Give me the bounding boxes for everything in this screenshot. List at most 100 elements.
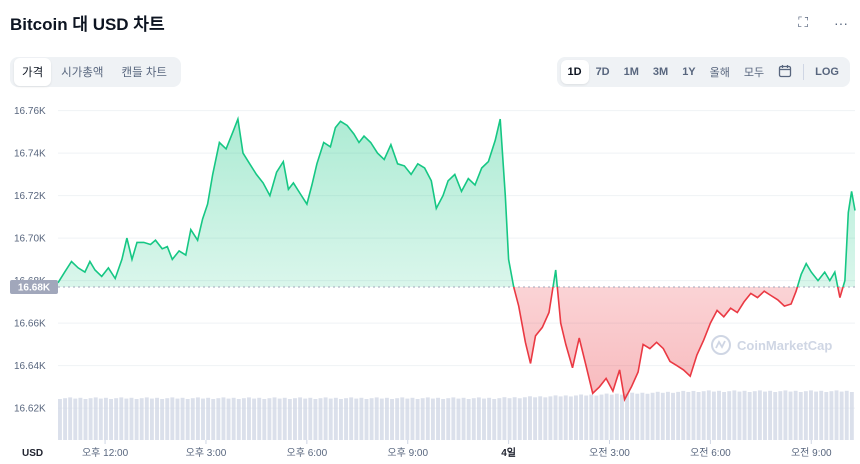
x-tick-label: 오전 6:00 bbox=[690, 447, 731, 459]
range-1d-button[interactable]: 1D bbox=[560, 60, 589, 84]
volume-bar bbox=[344, 398, 349, 440]
volume-bar bbox=[574, 395, 578, 440]
volume-bar bbox=[533, 397, 538, 440]
volume-bar bbox=[103, 397, 108, 440]
y-axis: 16.62K16.64K16.66K16.68K16.70K16.72K16.7… bbox=[14, 106, 46, 415]
volume-bar bbox=[701, 391, 706, 440]
volume-bar bbox=[553, 395, 558, 440]
volume-bar bbox=[231, 397, 236, 440]
volume-bar bbox=[604, 393, 609, 440]
coinmarketcap-logo-icon bbox=[711, 335, 731, 355]
page-title: Bitcoin 대 USD 차트 bbox=[10, 15, 165, 34]
volume-bar bbox=[425, 397, 430, 440]
baseline-tag: 16.68K bbox=[10, 280, 58, 294]
currency-label: USD bbox=[22, 448, 43, 459]
volume-bar bbox=[267, 398, 272, 440]
volume-bar bbox=[783, 390, 788, 440]
range-1m-button[interactable]: 1M bbox=[623, 66, 639, 78]
volume-bar bbox=[742, 390, 747, 440]
volume-bar bbox=[415, 399, 420, 440]
volume-bar bbox=[752, 391, 757, 440]
volume-bar bbox=[589, 394, 594, 440]
volume-bar bbox=[410, 397, 415, 440]
volume-bar bbox=[379, 398, 384, 440]
volume-bar bbox=[63, 398, 68, 440]
range-3m-button[interactable]: 3M bbox=[652, 66, 669, 78]
range-7d-button[interactable]: 7D bbox=[595, 66, 610, 78]
volume-bar bbox=[88, 398, 93, 440]
volume-bar bbox=[558, 396, 563, 440]
y-tick-label: 16.70K bbox=[14, 234, 46, 245]
volume-bar bbox=[757, 390, 762, 440]
volume-bar bbox=[732, 390, 737, 440]
volume-bar bbox=[686, 391, 691, 440]
volume-bar bbox=[170, 397, 175, 440]
range-selector: 1D 7D 1M 3M 1Y 올해 모두 LOG bbox=[556, 57, 850, 87]
y-tick-label: 16.64K bbox=[14, 361, 46, 372]
volume-bar bbox=[456, 398, 461, 440]
volume-bar bbox=[160, 399, 165, 440]
volume-bar bbox=[788, 391, 793, 440]
range-1y-button[interactable]: 1Y bbox=[682, 66, 696, 78]
volume-bar bbox=[430, 398, 435, 440]
volume-bar bbox=[844, 390, 849, 440]
volume-bar bbox=[599, 394, 604, 440]
volume-bar bbox=[809, 390, 813, 440]
calendar-icon[interactable] bbox=[771, 60, 799, 85]
volume-bar bbox=[287, 399, 292, 440]
volume-bar bbox=[390, 399, 394, 440]
volume-bar bbox=[727, 391, 732, 440]
volume-bar bbox=[293, 398, 297, 440]
volume-bar bbox=[185, 399, 190, 440]
volume-bar bbox=[512, 397, 517, 440]
volume-bar bbox=[717, 390, 721, 440]
log-scale-button[interactable]: LOG bbox=[815, 66, 839, 78]
volume-bar bbox=[803, 391, 808, 440]
range-ytd-button[interactable]: 올해 bbox=[709, 67, 730, 79]
fullscreen-icon[interactable]: ⛶ bbox=[798, 14, 808, 30]
volume-bar bbox=[139, 398, 144, 440]
volume-bar bbox=[149, 398, 154, 440]
volume-bar bbox=[175, 398, 180, 440]
volume-bar bbox=[155, 397, 159, 440]
volume-bar bbox=[109, 399, 113, 440]
volume-bar bbox=[476, 397, 481, 440]
volume-bar bbox=[129, 397, 134, 440]
volume-bar bbox=[829, 391, 834, 440]
volume-bar bbox=[441, 399, 446, 440]
tab-price[interactable]: 가격 bbox=[14, 58, 52, 86]
volume-bar bbox=[507, 398, 512, 440]
volume-bar bbox=[313, 399, 318, 440]
volume-bar bbox=[609, 394, 614, 440]
y-tick-label: 16.66K bbox=[14, 319, 46, 330]
volume-bar bbox=[763, 391, 767, 440]
volume-bar bbox=[78, 397, 83, 440]
volume-bar bbox=[849, 392, 854, 440]
volume-bar bbox=[206, 397, 211, 440]
volume-bar bbox=[502, 397, 507, 440]
volume-bar bbox=[660, 392, 665, 440]
volume-bar bbox=[374, 397, 379, 440]
volume-bar bbox=[711, 391, 716, 440]
volume-bar bbox=[216, 398, 221, 440]
x-tick-label: 오후 6:00 bbox=[287, 447, 328, 459]
volume-bar bbox=[482, 398, 486, 440]
more-icon[interactable]: ··· bbox=[834, 14, 848, 31]
volume-bar bbox=[211, 399, 216, 440]
tab-market-cap[interactable]: 시가총액 bbox=[61, 67, 104, 79]
volume-bar bbox=[395, 398, 400, 440]
volume-bar bbox=[625, 393, 630, 440]
x-tick-label: 오전 3:00 bbox=[589, 447, 630, 459]
volume-bar bbox=[190, 398, 195, 440]
range-all-button[interactable]: 모두 bbox=[743, 67, 765, 79]
volume-bar bbox=[834, 390, 839, 440]
watermark: CoinMarketCap bbox=[711, 335, 832, 355]
volume-bar bbox=[793, 390, 798, 440]
volume-bar bbox=[671, 392, 675, 440]
volume-bar bbox=[236, 399, 241, 440]
volume-bar bbox=[272, 397, 277, 440]
tab-candle-chart[interactable]: 캔들 차트 bbox=[121, 67, 168, 79]
watermark-text: CoinMarketCap bbox=[737, 338, 832, 353]
price-line-down bbox=[512, 287, 844, 403]
